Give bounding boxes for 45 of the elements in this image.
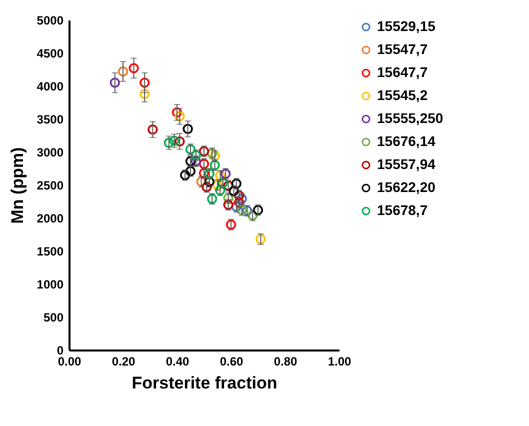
y-tick-label: 0 bbox=[56, 344, 64, 358]
x-tick-label: 0.20 bbox=[112, 354, 136, 368]
legend-label: 15555,250 bbox=[377, 110, 444, 126]
y-tick-label: 500 bbox=[43, 310, 64, 324]
legend-label: 15676,14 bbox=[377, 133, 436, 149]
x-tick-label: 1.00 bbox=[328, 354, 352, 368]
point bbox=[226, 220, 236, 230]
x-tick-label: 0.60 bbox=[220, 354, 244, 368]
point bbox=[118, 66, 128, 77]
point bbox=[174, 111, 185, 122]
y-tick-label: 4500 bbox=[36, 46, 64, 60]
x-axis-title: Forsterite fraction bbox=[132, 374, 278, 392]
point bbox=[169, 136, 180, 146]
y-tick-label: 1000 bbox=[36, 278, 64, 292]
y-tick-label: 2000 bbox=[36, 212, 64, 226]
point bbox=[174, 136, 185, 147]
y-tick-label: 2500 bbox=[36, 178, 64, 192]
point bbox=[215, 170, 226, 181]
y-tick-label: 5000 bbox=[36, 14, 64, 28]
point bbox=[252, 205, 264, 216]
point bbox=[148, 124, 158, 135]
point bbox=[231, 178, 242, 189]
point bbox=[190, 150, 201, 160]
x-tick-label: 0.40 bbox=[166, 354, 190, 368]
point bbox=[172, 107, 182, 118]
legend-label: 15678,7 bbox=[377, 202, 428, 218]
legend-label: 15557,94 bbox=[377, 156, 436, 172]
point bbox=[140, 78, 150, 88]
y-axis-title: Mn (ppm) bbox=[8, 147, 27, 224]
y-tick-label: 3000 bbox=[36, 146, 64, 160]
legend-label: 15647,7 bbox=[377, 64, 428, 80]
point bbox=[110, 78, 120, 88]
x-tick-label: 0.00 bbox=[58, 354, 82, 368]
point bbox=[140, 88, 150, 99]
legend-label: 15529,15 bbox=[377, 18, 436, 34]
legend-label: 15547,7 bbox=[377, 41, 428, 57]
point bbox=[212, 180, 223, 190]
point bbox=[182, 124, 193, 134]
legend-label: 15545,2 bbox=[377, 87, 428, 103]
y-tick-label: 4000 bbox=[36, 80, 64, 94]
y-tick-label: 3500 bbox=[36, 112, 64, 126]
point bbox=[128, 63, 139, 74]
x-tick-label: 0.80 bbox=[274, 354, 298, 368]
legend-label: 15622,20 bbox=[377, 179, 436, 195]
y-tick-label: 1500 bbox=[36, 244, 64, 258]
